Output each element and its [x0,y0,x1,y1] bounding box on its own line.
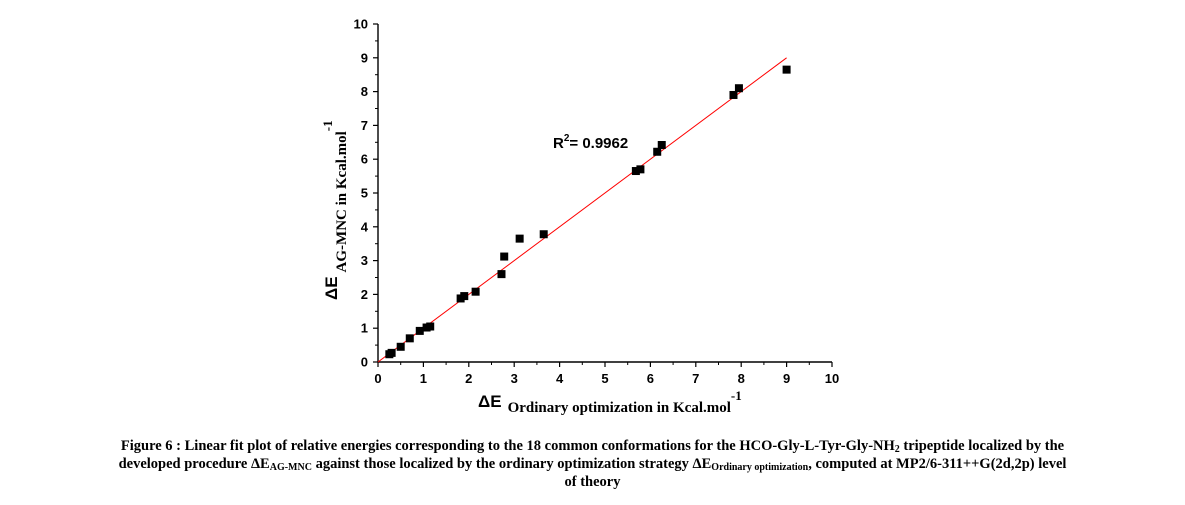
data-point [405,334,414,343]
caption-line-1: Figure 6 : Linear fit plot of relative e… [120,438,1065,455]
x-tick-label: 3 [511,371,518,386]
data-point [460,292,469,301]
y-tick-label: 6 [361,152,368,167]
y-tick-label: 1 [361,321,368,336]
data-point [415,326,424,335]
data-point [471,287,480,296]
caption-line-2: developed procedure ΔEAG-MNC against tho… [118,456,1067,473]
scatter-chart: 0 1 2 3 4 5 6 7 8 9 10 0 1 2 3 4 5 6 7 8 9 10 R2= 0.9962 ΔE O… [320,17,839,417]
data-point [636,165,645,174]
data-point [657,141,666,150]
y-tick-label: 5 [361,186,368,201]
y-tick-label: 7 [361,118,368,133]
data-point [539,230,548,239]
data-point [387,348,396,357]
x-axis-label: ΔE Ordinary optimization in Kcal.mol-1 [478,388,742,416]
y-tick-label: 3 [361,253,368,268]
y-tick-label: 0 [361,355,368,370]
x-tick-label: 8 [738,371,745,386]
x-ticks: 0 1 2 3 4 5 6 7 8 9 10 [374,362,839,386]
fit-line-group [377,57,787,363]
caption-line-3: of theory [564,474,621,490]
data-points [385,65,791,359]
x-tick-label: 4 [556,371,564,386]
x-tick-label: 2 [465,371,472,386]
y-ticks: 0 1 2 3 4 5 6 7 8 9 10 [354,17,378,370]
y-tick-label: 4 [361,219,369,234]
y-tick-label: 9 [361,50,368,65]
data-point [734,84,743,93]
data-point [631,167,640,176]
x-tick-label: 1 [420,371,427,386]
y-tick-label: 10 [354,17,368,32]
x-tick-label: 9 [783,371,790,386]
r-squared-annotation: R2= 0.9962 [553,133,628,152]
y-axis-label: ΔEAG-MNC in Kcal.mol-1 [320,120,350,300]
y-tick-label: 2 [361,287,368,302]
y-tick-label: 8 [361,84,368,99]
data-point [497,270,506,279]
x-tick-label: 0 [374,371,381,386]
data-point [396,342,405,351]
x-tick-label: 7 [692,371,699,386]
data-point [500,252,509,261]
fit-line [377,57,787,363]
figure-caption: Figure 6 : Linear fit plot of relative e… [20,437,1165,491]
data-point [426,322,435,331]
x-tick-label: 10 [825,371,839,386]
data-point [653,147,662,156]
x-tick-label: 6 [647,371,654,386]
data-point [782,65,791,74]
data-point [729,90,738,99]
data-point [515,234,524,243]
x-tick-label: 5 [601,371,608,386]
